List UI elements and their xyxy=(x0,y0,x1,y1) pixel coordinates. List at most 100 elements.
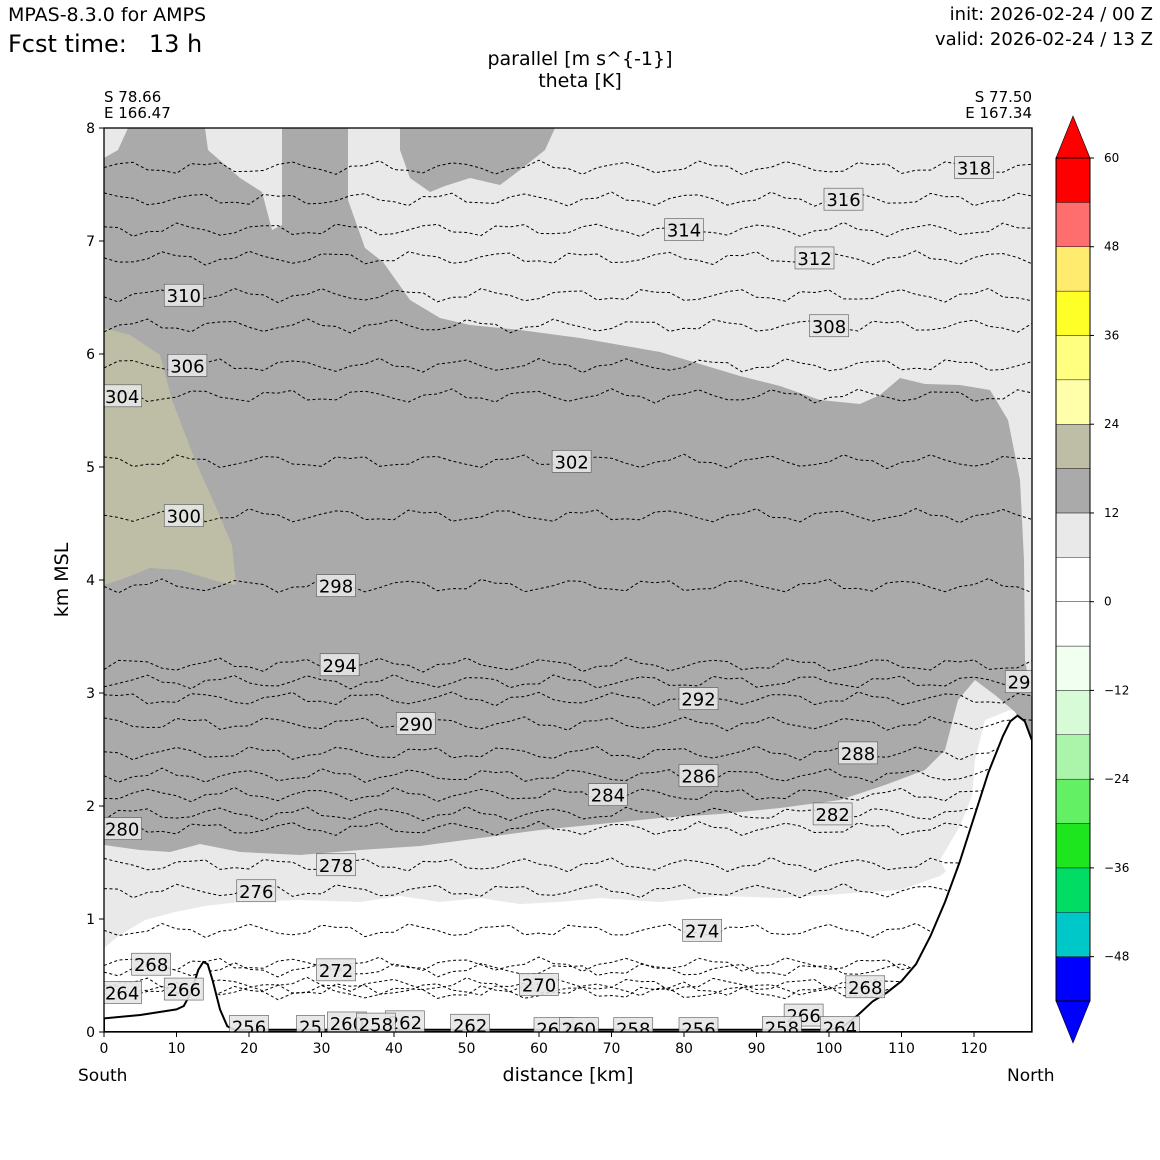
contour-label-text: 260 xyxy=(330,1014,364,1035)
contour-label: 302 xyxy=(551,450,592,473)
contour-label-text: 318 xyxy=(957,159,991,180)
y-tick-label: 4 xyxy=(86,573,95,589)
colorbar-segment xyxy=(1055,778,1091,824)
valid-time: valid: 2026-02-24 / 13 Z xyxy=(935,29,1153,50)
theta-contour-314 xyxy=(104,221,1032,238)
contour-label: 260 xyxy=(559,1017,599,1032)
contour-label-text: 294 xyxy=(322,656,356,677)
colorbar-segment xyxy=(1055,867,1091,913)
colorbar-tick-label: 12 xyxy=(1104,506,1119,520)
colorbar-segment xyxy=(1055,956,1091,1002)
contour-label: 288 xyxy=(838,741,878,765)
contour-label-text: 298 xyxy=(319,577,353,598)
contour-label-text: 262 xyxy=(388,1013,422,1034)
colorbar-segment xyxy=(1055,424,1091,469)
contour-label: 274 xyxy=(682,918,722,942)
theta-contour-280 xyxy=(104,820,1032,837)
plot-title: parallel [m s^{-1}] theta [K] xyxy=(487,48,672,92)
colorbar-tick-label: −48 xyxy=(1104,950,1129,964)
contour-label-text: 258 xyxy=(359,1015,393,1036)
contour-label-text: 262 xyxy=(453,1016,487,1037)
north-label: North xyxy=(1007,1066,1055,1086)
contour-label-text: 278 xyxy=(319,856,353,877)
contour-label: 292 xyxy=(678,687,719,711)
theta-contour-286 xyxy=(104,767,1032,784)
theta-contour-270 xyxy=(104,976,1032,993)
theta-contour-274 xyxy=(104,922,1032,939)
contour-label: 280 xyxy=(104,817,142,841)
y-tick-label: 1 xyxy=(86,912,95,928)
contour-label-text: 258 xyxy=(616,1020,650,1041)
plot-title-line2: theta [K] xyxy=(538,70,622,92)
contour-label: 268 xyxy=(131,952,171,976)
colorbar-segment xyxy=(1055,912,1091,957)
colorbar-segment xyxy=(1055,202,1091,247)
x-tick-label: 70 xyxy=(603,1041,621,1057)
colorbar-segment xyxy=(1055,290,1091,336)
contour-label-text: 272 xyxy=(319,961,353,982)
colorbar-extend-high xyxy=(1055,115,1091,159)
theta-contour-296 xyxy=(104,674,1032,690)
contour-label: 278 xyxy=(316,853,356,877)
theta-contour-302 xyxy=(104,453,1032,470)
contour-label-text: 308 xyxy=(812,317,846,338)
contour-label-text: 310 xyxy=(167,286,201,307)
contour-label: 258 xyxy=(762,1016,802,1032)
colorbar-segment xyxy=(1055,734,1091,780)
contour-label-text: 284 xyxy=(591,786,625,807)
colorbar-segment xyxy=(1055,335,1091,381)
theta-contour-276 xyxy=(104,882,1032,899)
contour-label: 258 xyxy=(356,1012,396,1036)
contour-label: 310 xyxy=(163,283,204,307)
colorbar-tick-label: −12 xyxy=(1104,683,1129,697)
contour-label: 284 xyxy=(588,783,628,807)
theta-contour-318 xyxy=(104,159,1032,176)
colorbar-segment xyxy=(1055,557,1091,602)
y-axis-label: km MSL xyxy=(51,542,73,618)
left-endpoint: S 78.66 E 166.47 xyxy=(104,89,171,121)
colorbar-segment xyxy=(1055,645,1091,691)
colorbar-segment xyxy=(1055,468,1091,514)
theta-contour-310 xyxy=(104,287,1032,304)
contour-label-text: 268 xyxy=(848,978,882,999)
contour-label: 282 xyxy=(812,802,853,826)
theta-contour-312 xyxy=(104,250,1032,266)
x-tick-label: 120 xyxy=(961,1041,988,1057)
colorbar-tick-label: 60 xyxy=(1104,151,1119,165)
y-tick-label: 6 xyxy=(86,347,95,363)
contour-label: 294 xyxy=(319,653,360,677)
theta-contour-294 xyxy=(104,657,1032,673)
contour-label-text: 312 xyxy=(797,249,831,270)
contour-label: 264 xyxy=(820,1016,860,1039)
contour-label: 256 xyxy=(678,1017,719,1032)
contour-label: 300 xyxy=(163,504,204,528)
contour-label-text: 264 xyxy=(823,1018,857,1039)
colorbar-segment xyxy=(1055,246,1091,292)
theta-contour-272 xyxy=(104,962,1032,978)
colorbar-tick-label: 24 xyxy=(1104,417,1119,431)
colorbar-tick-label: −36 xyxy=(1104,861,1129,875)
theta-contour-306 xyxy=(104,357,1032,374)
contour-label-text: 288 xyxy=(841,744,875,765)
theta-contour-labels: 318 316 314 312 310 308 306 304 302 300 298 296 294 2… xyxy=(104,156,1032,1041)
contour-label: 308 xyxy=(809,314,849,338)
forecast-time-value: 13 h xyxy=(148,30,203,58)
colorbar-segment xyxy=(1055,512,1091,558)
left-endpoint-lat: S 78.66 xyxy=(104,88,162,106)
colorbar-tick-label: 36 xyxy=(1104,328,1119,342)
forecast-time: Fcst time: 13 h xyxy=(8,30,202,58)
theta-contour-292 xyxy=(104,690,1032,707)
x-tick-label: 100 xyxy=(816,1041,843,1057)
contour-label: 268 xyxy=(845,975,886,999)
contour-label: 270 xyxy=(519,973,559,997)
x-tick-label: 10 xyxy=(168,1041,186,1057)
contour-label: 318 xyxy=(954,156,994,180)
contour-label: 264 xyxy=(104,981,142,1004)
colorbar-segment xyxy=(1055,157,1091,203)
contour-label: 290 xyxy=(395,712,436,736)
init-time: init: 2026-02-24 / 00 Z xyxy=(949,4,1153,25)
right-endpoint: S 77.50 E 167.34 xyxy=(965,89,1032,121)
colorbar-segment xyxy=(1055,379,1091,425)
colorbar-frame xyxy=(1055,157,1091,1002)
